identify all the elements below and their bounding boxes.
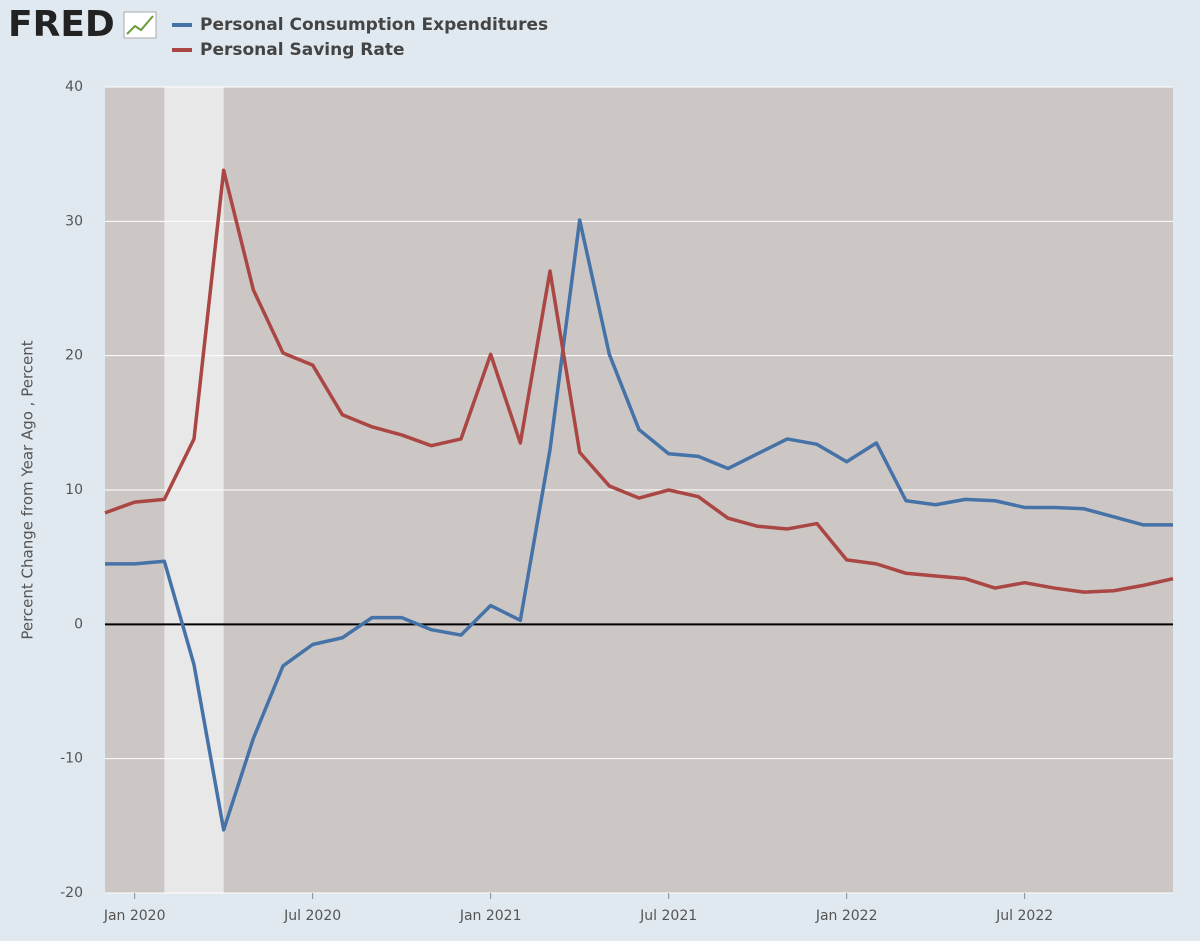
- series-line: [104, 168, 1174, 594]
- logo: FRED: [8, 4, 115, 45]
- y-tick-label: 40: [65, 79, 83, 95]
- x-tick-label: Jan 2021: [459, 908, 522, 924]
- logo-icon: [123, 11, 157, 39]
- x-tick-label: Jul 2022: [995, 908, 1053, 924]
- y-axis-label: Percent Change from Year Ago , Percent: [19, 340, 37, 639]
- y-tick-label: -20: [60, 885, 83, 901]
- y-tick-label: 30: [65, 213, 83, 229]
- y-tick-label: 0: [74, 616, 83, 632]
- x-tick-label: Jul 2021: [639, 908, 697, 924]
- series-line: [105, 218, 1173, 832]
- x-tick-label: Jan 2020: [103, 908, 166, 924]
- y-tick-label: -10: [60, 751, 83, 767]
- x-tick-label: Jul 2020: [283, 908, 341, 924]
- y-tick-label: 20: [65, 348, 83, 364]
- legend-label: Personal Consumption Expenditures: [200, 15, 548, 35]
- y-tick-label: 10: [65, 482, 83, 498]
- legend-label: Personal Saving Rate: [200, 40, 405, 60]
- x-tick-label: Jan 2022: [815, 908, 878, 924]
